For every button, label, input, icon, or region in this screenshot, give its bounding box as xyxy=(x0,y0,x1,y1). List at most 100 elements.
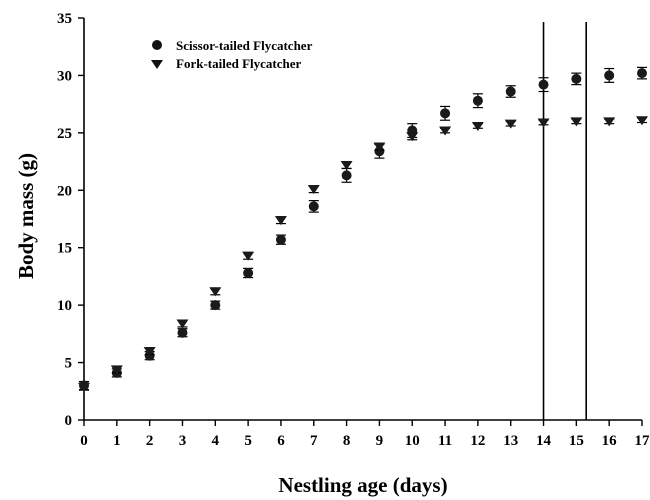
legend-label-fork-tailed: Fork-tailed Flycatcher xyxy=(176,56,301,71)
marker-triangle xyxy=(143,347,156,357)
data-point xyxy=(209,287,222,297)
legend-label-scissor-tailed: Scissor-tailed Flycatcher xyxy=(176,38,313,53)
x-tick-label: 13 xyxy=(503,433,518,449)
series-scissor-tailed xyxy=(79,66,647,391)
data-point xyxy=(571,72,582,86)
marker-circle xyxy=(243,267,254,278)
data-point xyxy=(439,126,452,136)
marker-triangle xyxy=(439,126,452,136)
x-tick-label: 15 xyxy=(569,433,584,449)
x-tick-label: 12 xyxy=(470,433,485,449)
legend-marker-circle xyxy=(152,40,162,50)
marker-triangle xyxy=(603,117,616,127)
x-tick-label: 11 xyxy=(438,433,452,449)
x-tick-label: 7 xyxy=(310,433,318,449)
marker-triangle xyxy=(242,251,255,261)
y-tick-label: 25 xyxy=(57,126,72,142)
marker-circle xyxy=(177,327,188,338)
data-point xyxy=(341,167,352,183)
x-tick-label: 8 xyxy=(343,433,351,449)
data-point xyxy=(603,117,616,127)
data-point xyxy=(274,216,287,226)
marker-triangle xyxy=(406,132,419,142)
y-tick-label: 0 xyxy=(65,413,73,429)
data-point xyxy=(143,347,156,357)
x-tick-label: 3 xyxy=(179,433,187,449)
data-point xyxy=(242,251,255,261)
data-point xyxy=(504,119,517,129)
marker-triangle xyxy=(537,118,550,128)
x-axis-ticks: 0 1 2 3 4 5 6 7 8 9 10 11 12 13 14 15 16 17 xyxy=(80,420,650,449)
marker-circle xyxy=(538,79,549,90)
series-fork-tailed xyxy=(78,116,648,392)
marker-circle xyxy=(637,68,647,79)
x-tick-label: 9 xyxy=(376,433,384,449)
x-tick-label: 0 xyxy=(80,433,88,449)
legend-item-scissor-tailed: Scissor-tailed Flycatcher xyxy=(152,38,313,53)
x-axis-title: Nestling age (days) xyxy=(278,473,447,497)
data-point xyxy=(537,118,550,128)
marker-triangle xyxy=(504,119,517,129)
data-point xyxy=(637,66,647,80)
marker-circle xyxy=(341,170,352,181)
y-tick-label: 5 xyxy=(65,356,73,372)
marker-triangle xyxy=(110,365,123,375)
data-point xyxy=(505,85,516,98)
legend-item-fork-tailed: Fork-tailed Flycatcher xyxy=(151,56,301,71)
data-point xyxy=(210,300,221,311)
data-point xyxy=(471,121,484,131)
x-tick-label: 10 xyxy=(405,433,420,449)
axes xyxy=(83,18,642,421)
marker-triangle xyxy=(176,319,189,329)
y-axis-title: Body mass (g) xyxy=(14,153,38,279)
x-tick-label: 2 xyxy=(146,433,154,449)
data-point xyxy=(636,116,648,126)
marker-triangle xyxy=(471,121,484,131)
y-tick-label: 35 xyxy=(57,11,72,27)
marker-triangle xyxy=(78,382,90,392)
data-point xyxy=(275,234,286,245)
data-point xyxy=(440,105,451,121)
data-point xyxy=(373,142,386,152)
data-point xyxy=(78,382,90,392)
data-point xyxy=(570,117,583,127)
marker-triangle xyxy=(373,142,386,152)
marker-triangle xyxy=(340,161,353,171)
marker-circle xyxy=(472,95,483,106)
y-tick-label: 20 xyxy=(57,183,72,199)
x-tick-label: 1 xyxy=(113,433,121,449)
y-tick-label: 10 xyxy=(57,298,72,314)
data-point xyxy=(472,93,483,109)
legend-marker-triangle xyxy=(151,60,163,69)
marker-circle xyxy=(440,108,451,119)
marker-triangle xyxy=(209,287,222,297)
y-tick-label: 30 xyxy=(57,68,72,84)
x-tick-label: 5 xyxy=(244,433,252,449)
data-point xyxy=(538,77,549,93)
data-series xyxy=(78,66,648,392)
marker-circle xyxy=(604,70,615,81)
marker-circle xyxy=(275,234,286,245)
x-tick-label: 4 xyxy=(212,433,220,449)
marker-circle xyxy=(571,73,582,84)
x-tick-label: 14 xyxy=(536,433,552,449)
data-point xyxy=(176,319,189,329)
y-tick-label: 15 xyxy=(57,241,72,257)
legend: Scissor-tailed Flycatcher Fork-tailed Fl… xyxy=(151,38,313,71)
data-point xyxy=(243,267,254,279)
marker-circle xyxy=(308,201,319,212)
marker-triangle xyxy=(274,216,287,226)
data-point xyxy=(406,132,419,142)
marker-circle xyxy=(210,300,221,311)
marker-triangle xyxy=(307,185,320,195)
data-point xyxy=(307,185,320,195)
marker-triangle xyxy=(570,117,583,127)
x-tick-label: 17 xyxy=(635,433,650,449)
x-tick-label: 16 xyxy=(602,433,618,449)
data-point xyxy=(110,365,123,375)
x-tick-label: 6 xyxy=(277,433,285,449)
data-point xyxy=(604,67,615,83)
marker-triangle xyxy=(636,116,648,126)
y-axis-ticks: 0 5 10 15 20 25 30 35 xyxy=(57,11,84,429)
